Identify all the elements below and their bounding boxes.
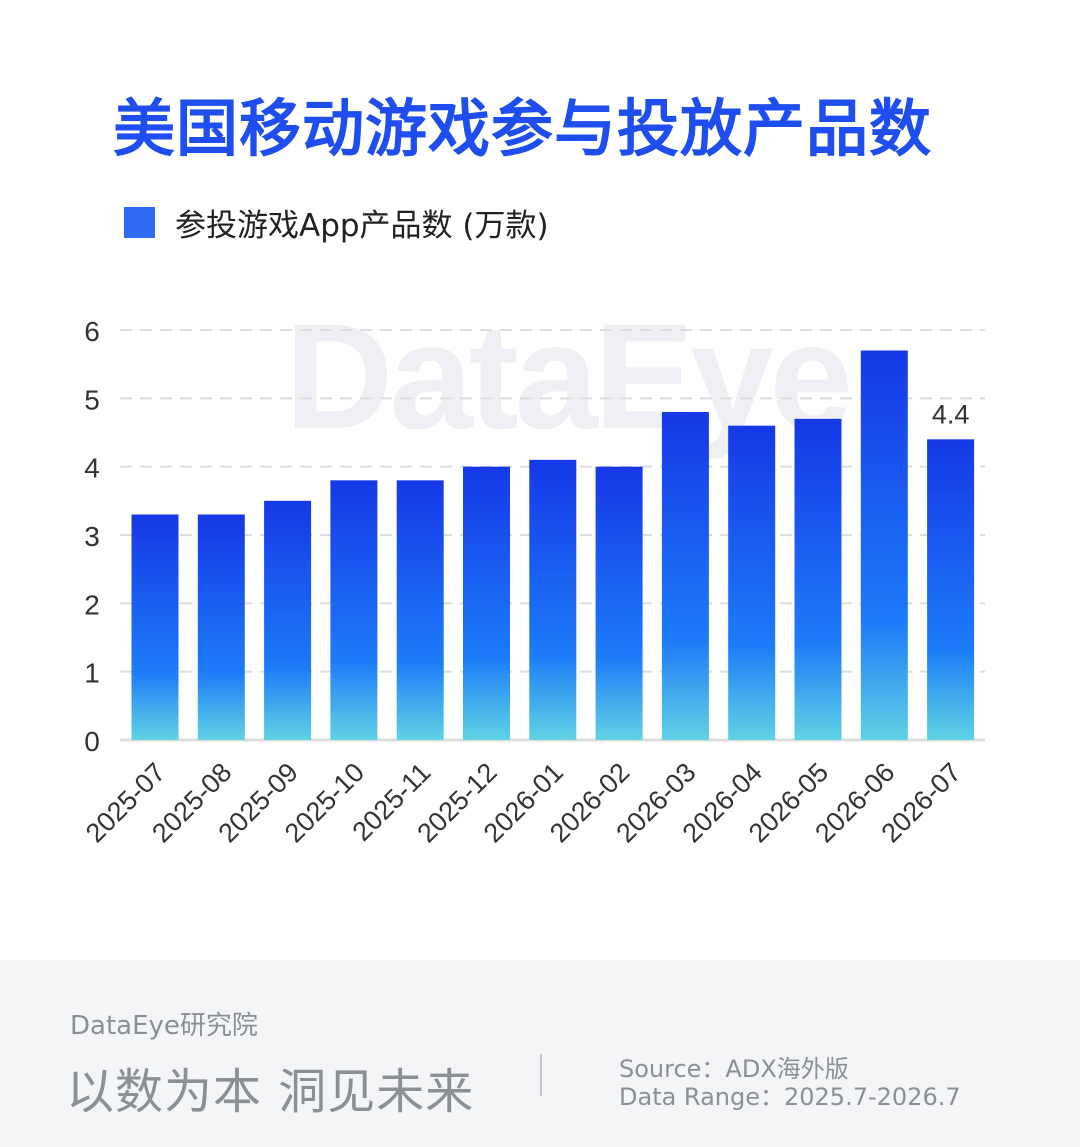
- data-label: 4.4: [932, 399, 970, 429]
- y-tick-label: 5: [84, 384, 100, 415]
- bar-chart: 01234562025-072025-082025-092025-102025-…: [80, 316, 985, 848]
- bar: [860, 350, 908, 740]
- y-tick-label: 2: [84, 589, 100, 620]
- bar: [927, 439, 975, 740]
- source-text: Source：ADX海外版: [619, 1055, 849, 1083]
- bar: [264, 500, 312, 740]
- y-tick-label: 1: [84, 658, 100, 689]
- bar: [595, 466, 643, 740]
- footer: DataEye研究院 以数为本 洞见未来 Source：ADX海外版 Data …: [0, 960, 1080, 1147]
- legend-label: 参投游戏App产品数 (万款): [175, 207, 549, 244]
- bar: [794, 418, 842, 740]
- legend-swatch: [124, 206, 155, 238]
- bar: [197, 514, 245, 740]
- slogan: 以数为本 洞见未来: [66, 1064, 475, 1120]
- brand-name: DataEye研究院: [70, 1011, 258, 1041]
- data-range-text: Data Range：2025.7-2026.7: [619, 1083, 961, 1111]
- footer-divider: [540, 1054, 542, 1096]
- y-tick-label: 0: [84, 726, 100, 757]
- legend: 参投游戏App产品数 (万款): [124, 200, 549, 244]
- y-tick-label: 6: [84, 316, 100, 347]
- bar: [728, 425, 776, 740]
- bar: [529, 459, 577, 740]
- y-tick-label: 3: [84, 521, 100, 552]
- bar: [131, 514, 179, 740]
- y-tick-label: 4: [84, 453, 100, 484]
- bar: [396, 480, 444, 740]
- bar: [463, 466, 510, 740]
- bar: [330, 480, 378, 740]
- chart-title: 美国移动游戏参与投放产品数: [113, 92, 933, 165]
- bar: [661, 412, 709, 740]
